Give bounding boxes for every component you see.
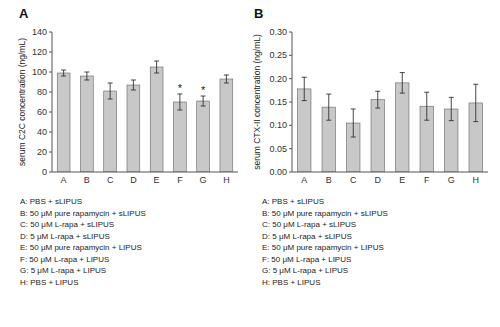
caption-line: A: PBS + sLIPUS <box>20 197 82 206</box>
y-tick-label: 0.05 <box>269 144 287 154</box>
error-bar <box>108 83 113 99</box>
significance-star: * <box>178 82 183 94</box>
figure: 0 20 40 60 80 100 120 140 serum C2C concentratio… <box>0 0 500 327</box>
x-tick-label: A <box>301 175 307 185</box>
x-tick-label: G <box>200 175 207 185</box>
bar <box>80 76 93 172</box>
x-tick-label: C <box>107 175 114 185</box>
x-axis <box>292 172 488 173</box>
x-tick-label: B <box>84 175 90 185</box>
x-tick-label: H <box>473 175 480 185</box>
x-tick-label: B <box>326 175 332 185</box>
panel-title: A <box>19 6 29 21</box>
caption-line: G: 5 μM L-rapa + LIPUS <box>262 266 348 275</box>
caption-line: E: 50 μM pure rapamycin + LIPUS <box>262 243 384 252</box>
x-tick-label: D <box>375 175 382 185</box>
marks <box>298 73 483 172</box>
caption-line: C: 50 μM L-rapa + sLIPUS <box>262 220 356 229</box>
bar <box>104 91 117 172</box>
x-tick-label: A <box>61 175 67 185</box>
error-bar <box>154 61 159 73</box>
y-axis-label: serum CTX-II concentration (ng/mL) <box>252 34 262 170</box>
error-bar <box>375 91 380 108</box>
bar <box>396 83 409 172</box>
panel: 0 20 40 60 80 100 120 140 serum C2C concentratio… <box>17 6 238 185</box>
error-bar <box>449 97 454 120</box>
caption-line: B: 50 μM pure rapamycin + sLIPUS <box>262 209 388 218</box>
error-bar <box>201 96 206 106</box>
x-tick-label: D <box>130 175 137 185</box>
y-tick-label: 0.10 <box>269 120 287 130</box>
x-tick-label: F <box>177 175 183 185</box>
y-axis <box>292 32 293 172</box>
y-tick-label: 100 <box>32 67 47 77</box>
bar <box>127 85 140 172</box>
error-bar <box>61 70 66 76</box>
y-tick-label: 140 <box>32 27 47 37</box>
x-tick-label: H <box>223 175 230 185</box>
bar <box>371 100 384 172</box>
bar <box>150 67 163 172</box>
caption-line: H: PBS + LIPUS <box>262 278 320 287</box>
significance-star: * <box>201 84 206 96</box>
caption-line: H: PBS + LIPUS <box>20 278 78 287</box>
error-bar <box>131 80 136 90</box>
y-tick-label: 40 <box>37 127 47 137</box>
error-bar <box>424 92 429 120</box>
y-tick-label: 0.30 <box>269 27 287 37</box>
panel: 0.00 0.05 0.10 0.15 0.20 0.25 0.30 serum CTX-II… <box>252 6 488 185</box>
caption-line: G: 5 μM L-rapa + LIPUS <box>20 266 106 275</box>
x-tick-label: F <box>424 175 430 185</box>
caption-line: D: 5 μM L-rapa + sLIPUS <box>20 232 110 241</box>
error-bar <box>177 94 182 110</box>
error-bar <box>84 72 89 80</box>
y-tick-label: 0.25 <box>269 50 287 60</box>
bar <box>197 101 210 172</box>
y-tick-label: 80 <box>37 87 47 97</box>
error-bar <box>302 77 307 100</box>
y-axis-label: serum C2C concentration (ng/mL) <box>17 38 27 166</box>
error-bar <box>224 75 229 83</box>
caption-line: C: 50 μM L-rapa + sLIPUS <box>20 220 114 229</box>
error-bar <box>326 94 331 120</box>
y-tick-label: 0.20 <box>269 74 287 84</box>
y-tick-label: 60 <box>37 107 47 117</box>
bar <box>173 102 186 172</box>
bar <box>298 89 311 172</box>
caption-line: F: 50 μM L-rapa + LIPUS <box>262 255 351 264</box>
error-bar <box>351 109 356 137</box>
x-tick-label: G <box>448 175 455 185</box>
caption-line: F: 50 μM L-rapa + LIPUS <box>20 255 109 264</box>
marks <box>57 61 233 172</box>
panel-title: B <box>254 6 263 21</box>
caption-line: B: 50 μM pure rapamycin + sLIPUS <box>20 209 146 218</box>
y-tick-label: 0 <box>42 167 47 177</box>
y-tick-label: 0.15 <box>269 97 287 107</box>
y-tick-label: 120 <box>32 47 47 57</box>
error-bar <box>473 84 478 121</box>
bar <box>57 73 70 172</box>
y-tick-label: 20 <box>37 147 47 157</box>
y-axis <box>52 32 53 172</box>
x-axis <box>52 172 238 173</box>
y-tick-label: 0.00 <box>269 167 287 177</box>
caption-line: E: 50 μM pure rapamycin + LIPUS <box>20 243 142 252</box>
caption-line: A: PBS + sLIPUS <box>262 197 324 206</box>
x-tick-label: C <box>350 175 357 185</box>
bar <box>220 79 233 172</box>
x-tick-label: E <box>399 175 405 185</box>
caption-line: D: 5 μM L-rapa + sLIPUS <box>262 232 352 241</box>
error-bar <box>400 73 405 94</box>
x-tick-label: E <box>154 175 160 185</box>
